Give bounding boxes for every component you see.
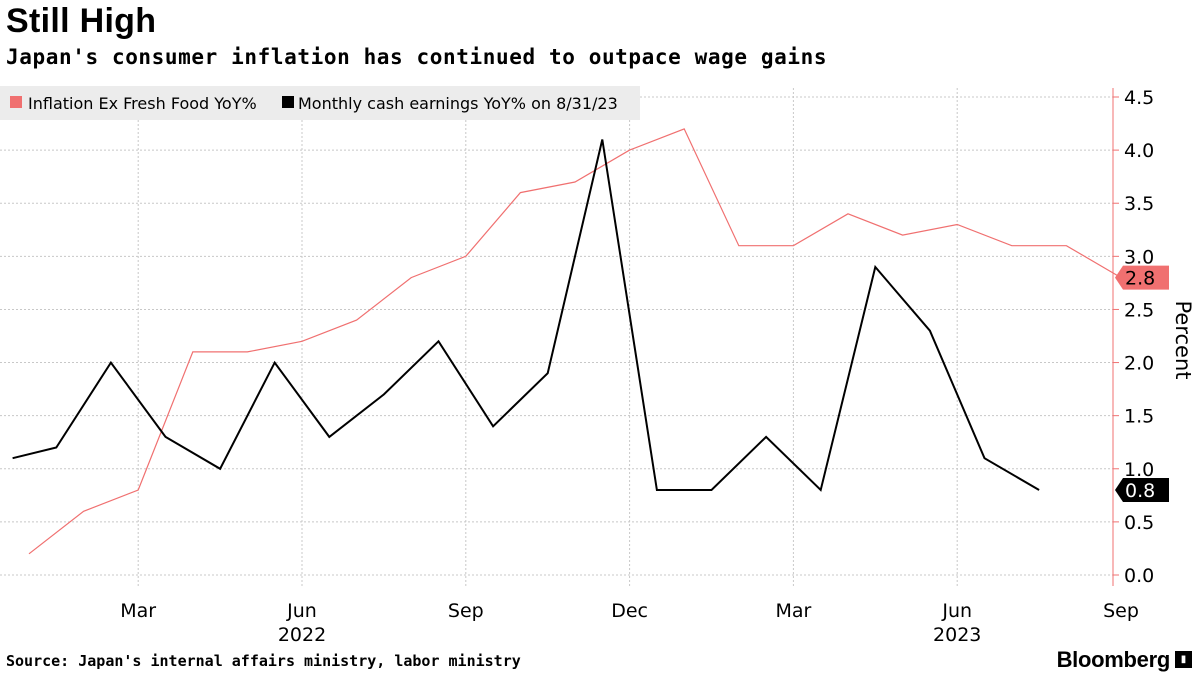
- x-tick-label: Dec: [611, 600, 648, 622]
- chart-subtitle: Japan's consumer inflation has continued…: [6, 45, 828, 69]
- legend-label-inflation: Inflation Ex Fresh Food YoY%: [28, 94, 257, 113]
- x-tick-label: Mar: [120, 600, 156, 622]
- y-tick-label: 1.0: [1124, 459, 1154, 481]
- y-tick-label: 3.0: [1124, 246, 1154, 268]
- x-tick-label: Jun: [941, 600, 972, 622]
- x-tick-label: Jun: [286, 600, 317, 622]
- x-tick-label: Sep: [448, 600, 484, 622]
- y-tick-label: 4.0: [1124, 140, 1154, 162]
- legend-label-earnings: Monthly cash earnings YoY% on 8/31/23: [298, 94, 618, 113]
- y-tick-label: 1.5: [1124, 406, 1154, 428]
- x-year-label: 2023: [933, 624, 981, 646]
- x-year-label: 2022: [278, 624, 326, 646]
- inflation-last-value-tag: [1115, 265, 1169, 290]
- y-tick-label: 4.5: [1124, 87, 1154, 109]
- inflation-last-value-label: 2.8: [1125, 268, 1155, 290]
- axis-layer: 0.0 0.5 1.0 1.5 2.0 2.5 3.0 3.5 4.0 4.5 Mar Jun Sep D…: [120, 87, 1169, 646]
- chart-title: Still High: [6, 2, 157, 40]
- legend-background: [0, 86, 640, 120]
- bloomberg-logo: Bloomberg: [1056, 647, 1171, 672]
- legend-swatch-earnings: [282, 96, 294, 108]
- terminal-icon: ▮: [1175, 651, 1192, 668]
- x-tick-label: Mar: [775, 600, 811, 622]
- earnings-last-value-label: 0.8: [1125, 480, 1155, 502]
- y-tick-label: 0.0: [1124, 565, 1154, 587]
- y-tick-label: 2.0: [1124, 353, 1154, 375]
- series-layer: [12, 128, 1122, 555]
- y-tick-label: 0.5: [1124, 512, 1154, 534]
- source-note: Source: Japan's internal affairs ministr…: [6, 652, 521, 670]
- earnings-last-value-tag: [1115, 478, 1169, 503]
- legend-swatch-inflation: [10, 96, 22, 108]
- earnings-series-line: [12, 139, 1040, 492]
- x-tick-label: Sep: [1103, 600, 1139, 622]
- y-tick-label: 2.5: [1124, 299, 1154, 321]
- y-axis-label: Percent: [1171, 300, 1195, 379]
- y-tick-label: 3.5: [1124, 193, 1154, 215]
